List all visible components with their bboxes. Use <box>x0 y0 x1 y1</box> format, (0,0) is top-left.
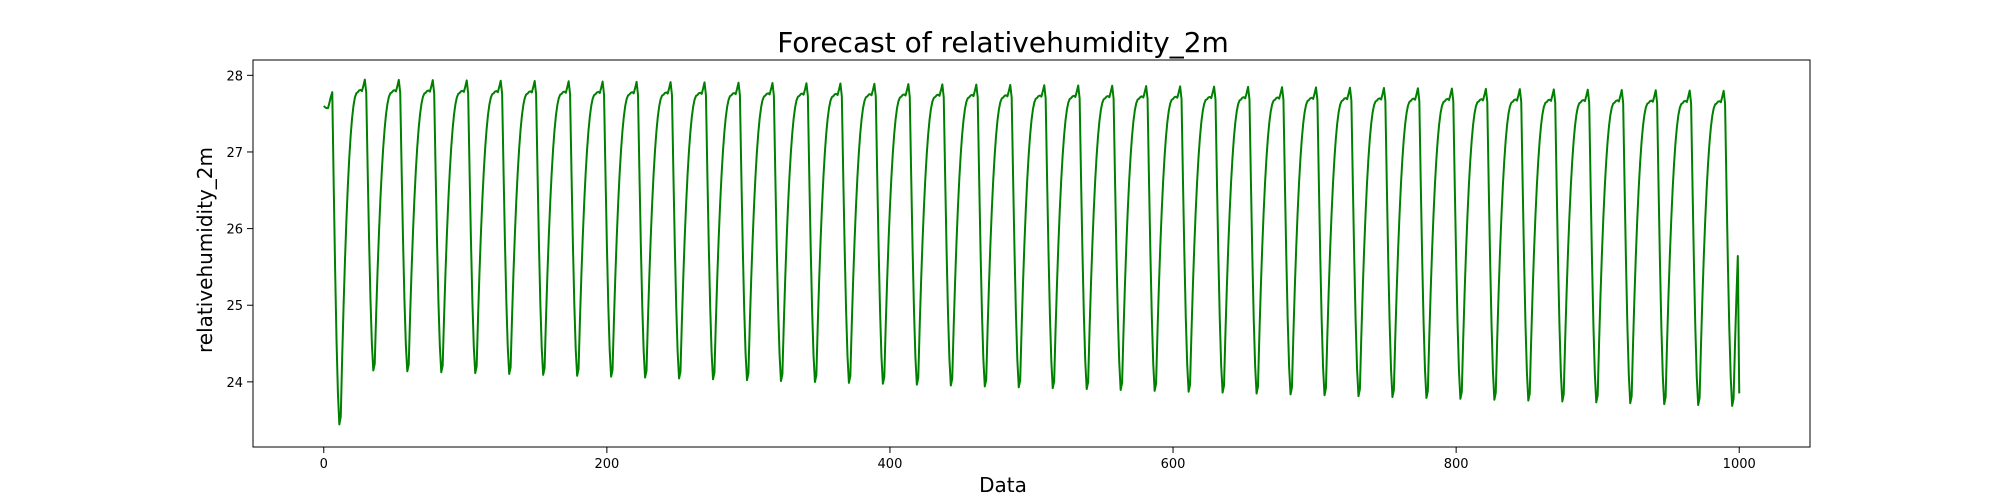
plot-frame <box>252 59 1811 448</box>
x-tick-label: 400 <box>878 457 903 472</box>
plot-area <box>252 59 1811 448</box>
x-tick-label: 0 <box>320 457 328 472</box>
x-axis: 0 200 400 600 800 1000 <box>320 447 1756 472</box>
y-tick-label: 27 <box>226 146 243 161</box>
x-axis-label: Data <box>979 473 1027 497</box>
x-tick-label: 800 <box>1444 457 1469 472</box>
y-tick-label: 28 <box>226 69 243 84</box>
x-tick-label: 200 <box>594 457 619 472</box>
x-tick-label: 600 <box>1161 457 1186 472</box>
x-tick-label: 1000 <box>1723 457 1756 472</box>
y-tick-label: 25 <box>226 299 243 314</box>
y-tick-label: 24 <box>226 376 243 391</box>
series-line <box>323 78 1741 426</box>
chart-title: Forecast of relativehumidity_2m <box>777 26 1229 59</box>
y-axis-label: relativehumidity_2m <box>193 147 217 353</box>
y-axis: 24 25 26 27 28 <box>226 69 253 391</box>
y-tick-label: 26 <box>226 223 243 238</box>
